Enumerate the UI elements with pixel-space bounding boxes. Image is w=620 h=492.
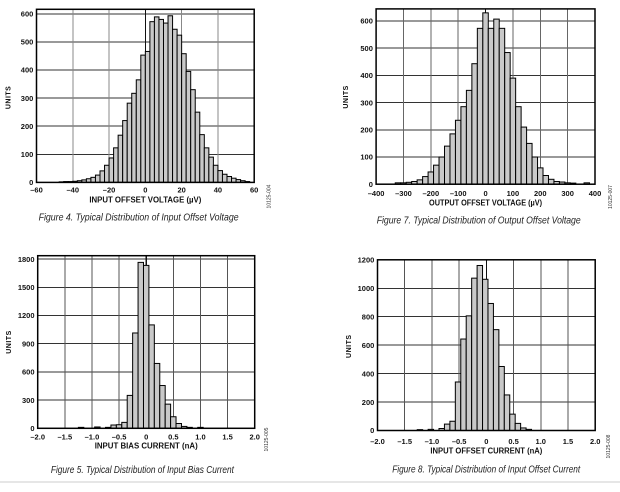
- svg-text:UNITS: UNITS: [6, 330, 13, 354]
- svg-text:10125-005: 10125-005: [264, 427, 270, 451]
- svg-text:2.0: 2.0: [590, 437, 600, 446]
- svg-text:300: 300: [21, 94, 34, 103]
- svg-text:–1.5: –1.5: [397, 437, 412, 446]
- svg-text:–300: –300: [395, 189, 412, 198]
- svg-text:800: 800: [362, 312, 375, 321]
- svg-text:100: 100: [21, 150, 34, 159]
- svg-text:UNITS: UNITS: [346, 334, 353, 358]
- svg-text:1.0: 1.0: [536, 437, 546, 446]
- svg-text:INPUT OFFSET CURRENT (nA): INPUT OFFSET CURRENT (nA): [430, 447, 542, 456]
- svg-text:–20: –20: [103, 186, 116, 195]
- svg-text:1500: 1500: [18, 283, 35, 292]
- svg-text:UNITS: UNITS: [343, 85, 350, 109]
- svg-text:1200: 1200: [358, 256, 375, 265]
- svg-text:Figure 7. Typical Distribution: Figure 7. Typical Distribution of Output…: [377, 215, 581, 226]
- svg-text:400: 400: [21, 66, 34, 75]
- svg-text:–1.0: –1.0: [425, 437, 440, 446]
- svg-text:40: 40: [214, 186, 222, 195]
- svg-text:–2.0: –2.0: [370, 437, 385, 446]
- svg-text:200: 200: [360, 126, 373, 135]
- svg-text:0: 0: [144, 433, 148, 442]
- svg-text:100: 100: [360, 153, 373, 162]
- svg-text:300: 300: [360, 98, 373, 107]
- svg-text:900: 900: [22, 339, 35, 348]
- svg-text:2.0: 2.0: [249, 433, 259, 442]
- svg-text:UNITS: UNITS: [5, 86, 12, 110]
- svg-text:1.0: 1.0: [195, 433, 205, 442]
- svg-text:0: 0: [484, 437, 488, 446]
- svg-text:Figure 8. Typical Distribution: Figure 8. Typical Distribution of Input …: [392, 465, 581, 476]
- svg-text:60: 60: [250, 186, 258, 195]
- svg-text:600: 600: [360, 17, 373, 26]
- svg-text:10125-008: 10125-008: [606, 434, 612, 458]
- svg-text:600: 600: [362, 341, 375, 350]
- svg-text:0: 0: [143, 186, 147, 195]
- svg-text:10125-007: 10125-007: [608, 185, 614, 209]
- svg-text:1000: 1000: [358, 284, 375, 293]
- svg-text:1.5: 1.5: [563, 437, 573, 446]
- svg-text:–1.0: –1.0: [85, 433, 100, 442]
- svg-text:OUTPUT OFFSET VOLTAGE (µV): OUTPUT OFFSET VOLTAGE (µV): [429, 198, 542, 207]
- svg-text:200: 200: [534, 189, 547, 198]
- svg-text:–400: –400: [368, 189, 385, 198]
- svg-text:100: 100: [507, 189, 520, 198]
- svg-text:–1.5: –1.5: [58, 433, 73, 442]
- svg-text:1800: 1800: [18, 255, 35, 264]
- svg-text:400: 400: [589, 189, 602, 198]
- svg-text:20: 20: [177, 186, 185, 195]
- svg-text:500: 500: [360, 44, 373, 53]
- svg-text:600: 600: [22, 368, 35, 377]
- svg-text:0: 0: [29, 178, 33, 187]
- svg-text:–200: –200: [422, 189, 439, 198]
- svg-text:–100: –100: [450, 189, 467, 198]
- svg-text:–60: –60: [30, 186, 43, 195]
- svg-text:600: 600: [21, 10, 34, 19]
- svg-text:0: 0: [369, 180, 373, 189]
- svg-text:0: 0: [483, 189, 487, 198]
- svg-text:200: 200: [362, 398, 375, 407]
- svg-text:200: 200: [21, 122, 34, 131]
- svg-text:–0.5: –0.5: [452, 437, 467, 446]
- svg-text:0.5: 0.5: [168, 433, 178, 442]
- svg-text:0.5: 0.5: [508, 437, 518, 446]
- svg-text:400: 400: [360, 71, 373, 80]
- svg-text:1200: 1200: [18, 311, 35, 320]
- svg-text:500: 500: [21, 38, 34, 47]
- svg-text:Figure 5. Typical Distribution: Figure 5. Typical Distribution of Input …: [51, 465, 235, 476]
- svg-text:10125-004: 10125-004: [267, 184, 273, 208]
- svg-text:1.5: 1.5: [222, 433, 232, 442]
- svg-text:300: 300: [22, 396, 35, 405]
- svg-text:INPUT OFFSET VOLTAGE (µV): INPUT OFFSET VOLTAGE (µV): [89, 196, 201, 205]
- svg-text:Figure 4. Typical Distribution: Figure 4. Typical Distribution of Input …: [39, 213, 239, 224]
- svg-text:–0.5: –0.5: [112, 433, 127, 442]
- svg-text:400: 400: [362, 369, 375, 378]
- svg-text:–2.0: –2.0: [30, 433, 45, 442]
- svg-text:0: 0: [30, 424, 34, 433]
- svg-text:–40: –40: [67, 186, 80, 195]
- svg-text:0: 0: [370, 426, 374, 435]
- svg-text:300: 300: [561, 189, 574, 198]
- svg-text:INPUT BIAS CURRENT (nA): INPUT BIAS CURRENT (nA): [95, 441, 198, 450]
